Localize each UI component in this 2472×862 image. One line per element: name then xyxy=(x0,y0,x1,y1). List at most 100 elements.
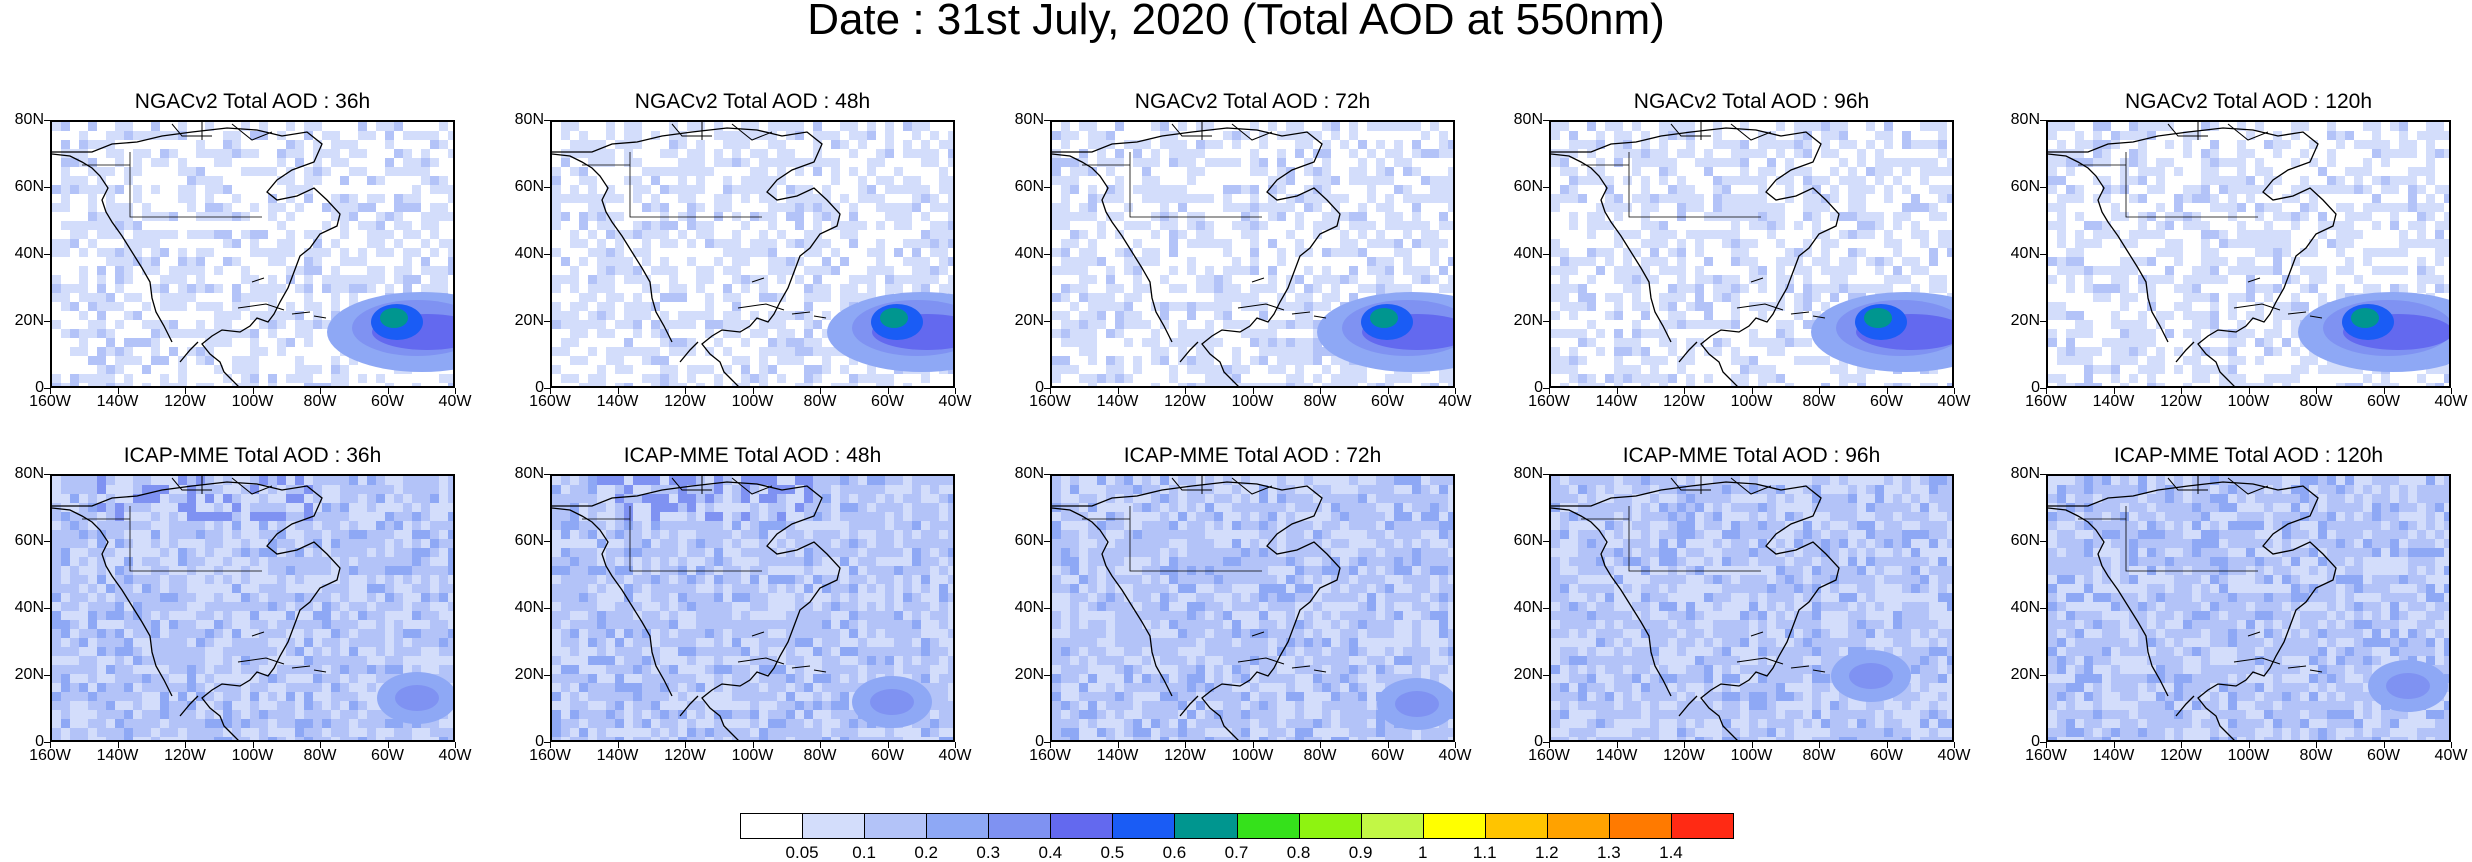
x-tick-mark xyxy=(2181,742,2182,748)
x-tick-mark xyxy=(550,742,551,748)
y-tick-mark xyxy=(44,388,50,389)
x-tick-label: 140W xyxy=(596,747,639,764)
y-tick-mark xyxy=(544,254,550,255)
map-panel: ICAP-MME Total AOD : 120h 80N 60N 40N 20N 0 1… xyxy=(1996,442,2472,822)
x-tick-mark xyxy=(685,742,686,748)
y-tick-label: 40N xyxy=(514,245,544,262)
colorbar-label: 0.4 xyxy=(1038,843,1063,862)
y-tick-label: 80N xyxy=(2010,111,2040,128)
x-tick-mark xyxy=(1455,742,1456,748)
x-tick-label: 100W xyxy=(231,747,274,764)
y-tick-mark xyxy=(44,675,50,676)
x-tick-mark xyxy=(387,742,389,748)
y-tick-label: 60N xyxy=(514,178,544,195)
y-tick-mark xyxy=(1044,187,1050,188)
y-tick-label: 0 xyxy=(535,379,544,396)
x-tick-label: 120W xyxy=(2160,393,2202,410)
x-tick-label: 60W xyxy=(371,393,404,410)
x-tick-mark xyxy=(50,388,51,394)
y-tick-label: 0 xyxy=(2031,733,2040,750)
x-tick-mark xyxy=(1819,742,1820,748)
x-tick-label: 40W xyxy=(2434,747,2468,764)
x-tick-label: 40W xyxy=(438,393,472,410)
x-tick-mark xyxy=(1549,742,1550,748)
x-tick-mark xyxy=(1549,388,1550,394)
y-tick-mark xyxy=(2040,321,2046,322)
x-tick-mark xyxy=(550,388,551,394)
y-tick-mark xyxy=(1044,742,1050,743)
aod-map xyxy=(1050,120,1455,388)
x-tick-mark xyxy=(1050,388,1051,394)
x-tick-mark xyxy=(2451,388,2452,394)
y-tick-label: 40N xyxy=(14,599,44,616)
x-tick-mark xyxy=(1616,388,1618,394)
x-tick-label: 100W xyxy=(231,393,274,410)
colorbar-label: 1.2 xyxy=(1534,843,1559,862)
y-tick-mark xyxy=(544,541,550,542)
x-tick-label: 40W xyxy=(1438,393,1472,410)
y-tick-mark xyxy=(1044,120,1050,121)
x-tick-mark xyxy=(1751,388,1753,394)
map-panel: NGACv2 Total AOD : 96h 80N 60N 40N 20N 0 160W… xyxy=(1499,88,1979,468)
y-tick-label: 80N xyxy=(514,111,544,128)
colorbar-swatch xyxy=(1050,813,1114,839)
x-tick-label: 100W xyxy=(1730,393,1773,410)
x-tick-label: 40W xyxy=(1937,747,1971,764)
x-tick-label: 120W xyxy=(1164,747,1206,764)
y-tick-label: 0 xyxy=(35,379,44,396)
x-tick-label: 160W xyxy=(1029,393,1071,410)
map-panel: NGACv2 Total AOD : 48h 80N 60N 40N 20N 0 160W… xyxy=(500,88,980,468)
y-tick-mark xyxy=(544,388,550,389)
colorbar-swatch xyxy=(1298,813,1362,839)
y-tick-mark xyxy=(2040,541,2046,542)
y-tick-mark xyxy=(1543,742,1549,743)
x-tick-label: 80W xyxy=(1303,393,1337,410)
x-tick-mark xyxy=(752,742,754,748)
x-tick-mark xyxy=(1252,388,1254,394)
y-tick-label: 40N xyxy=(1014,245,1044,262)
y-tick-mark xyxy=(44,742,50,743)
map-panel: NGACv2 Total AOD : 120h 80N 60N 40N 20N 0 160… xyxy=(1996,88,2472,468)
colorbar-swatch xyxy=(1608,813,1672,839)
y-tick-mark xyxy=(44,541,50,542)
x-tick-label: 120W xyxy=(1663,393,1705,410)
x-tick-label: 100W xyxy=(1231,393,1274,410)
x-tick-mark xyxy=(2181,388,2182,394)
y-tick-label: 20N xyxy=(2010,312,2040,329)
colorbar-label: 0.8 xyxy=(1286,843,1311,862)
aod-map xyxy=(50,120,455,388)
x-tick-label: 80W xyxy=(1802,747,1836,764)
x-tick-label: 120W xyxy=(664,747,706,764)
x-tick-mark xyxy=(320,742,321,748)
y-tick-label: 60N xyxy=(1513,532,1543,549)
x-tick-label: 120W xyxy=(1663,747,1705,764)
colorbar xyxy=(740,813,1734,839)
y-tick-mark xyxy=(1044,541,1050,542)
x-tick-mark xyxy=(617,388,619,394)
panel-title: NGACv2 Total AOD : 120h xyxy=(2124,90,2373,113)
x-tick-label: 80W xyxy=(303,393,337,410)
y-tick-label: 60N xyxy=(14,532,44,549)
y-tick-mark xyxy=(44,254,50,255)
x-tick-label: 60W xyxy=(1870,747,1903,764)
x-tick-mark xyxy=(252,742,254,748)
y-tick-mark xyxy=(1543,388,1549,389)
x-tick-mark xyxy=(387,388,389,394)
x-tick-label: 160W xyxy=(29,747,71,764)
y-tick-label: 40N xyxy=(2010,245,2040,262)
x-tick-mark xyxy=(1117,388,1119,394)
x-tick-label: 60W xyxy=(371,747,404,764)
colorbar-label: 0.3 xyxy=(976,843,1001,862)
x-tick-label: 40W xyxy=(1438,747,1472,764)
x-tick-mark xyxy=(1117,742,1119,748)
aod-map xyxy=(2046,474,2451,742)
x-tick-mark xyxy=(2248,388,2250,394)
y-tick-label: 20N xyxy=(514,312,544,329)
panel-title: NGACv2 Total AOD : 48h xyxy=(634,90,871,113)
x-tick-label: 140W xyxy=(596,393,639,410)
map-panel: NGACv2 Total AOD : 36h 80N 60N 40N 20N 0 160W… xyxy=(0,88,480,468)
x-tick-label: 80W xyxy=(1802,393,1836,410)
y-tick-mark xyxy=(544,321,550,322)
y-tick-label: 20N xyxy=(14,312,44,329)
x-tick-label: 80W xyxy=(303,747,337,764)
